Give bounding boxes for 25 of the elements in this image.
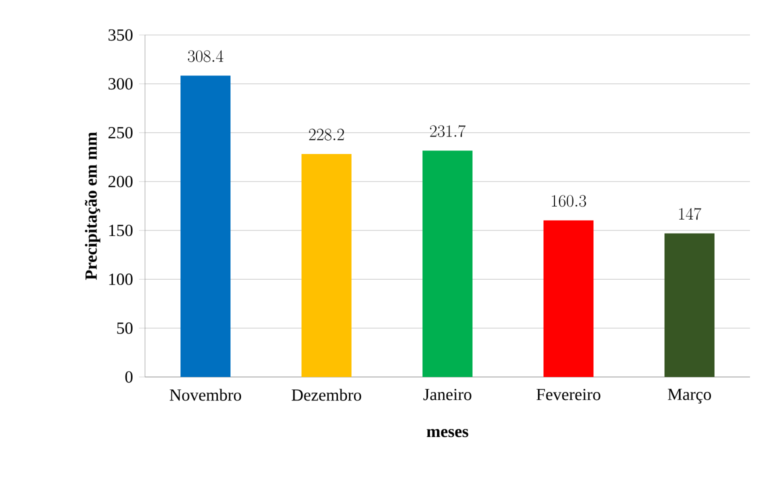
bar [544,220,594,377]
y-tick-label: 350 [108,29,133,41]
bar [422,150,473,377]
y-axis-title: Precipitação em mm [84,132,100,280]
data-label: 160.3 [552,195,586,207]
bar [302,154,352,377]
y-tick-label: 0 [125,371,133,383]
x-tick-label: Dezembro [292,388,362,401]
x-tick-label: Fevereiro [536,388,600,400]
y-tick-label: 250 [108,126,133,138]
x-tick-label: Janeiro [423,388,472,400]
y-tick-label: 300 [108,78,133,90]
bar [664,233,715,377]
data-label: 147 [679,208,702,220]
y-tick-label: 150 [109,224,133,236]
y-tick-label: 100 [109,274,133,285]
x-tick-label: Novembro [170,388,242,401]
data-label: 308.4 [188,50,224,62]
y-tick-label: 200 [108,176,133,188]
data-label: 228.2 [309,128,344,140]
bar [180,76,231,377]
x-tick-label: Março [668,388,711,404]
y-tick-label: 50 [117,322,133,334]
data-label: 231 .7 [430,125,466,138]
x-axis-title: meses [426,429,468,438]
